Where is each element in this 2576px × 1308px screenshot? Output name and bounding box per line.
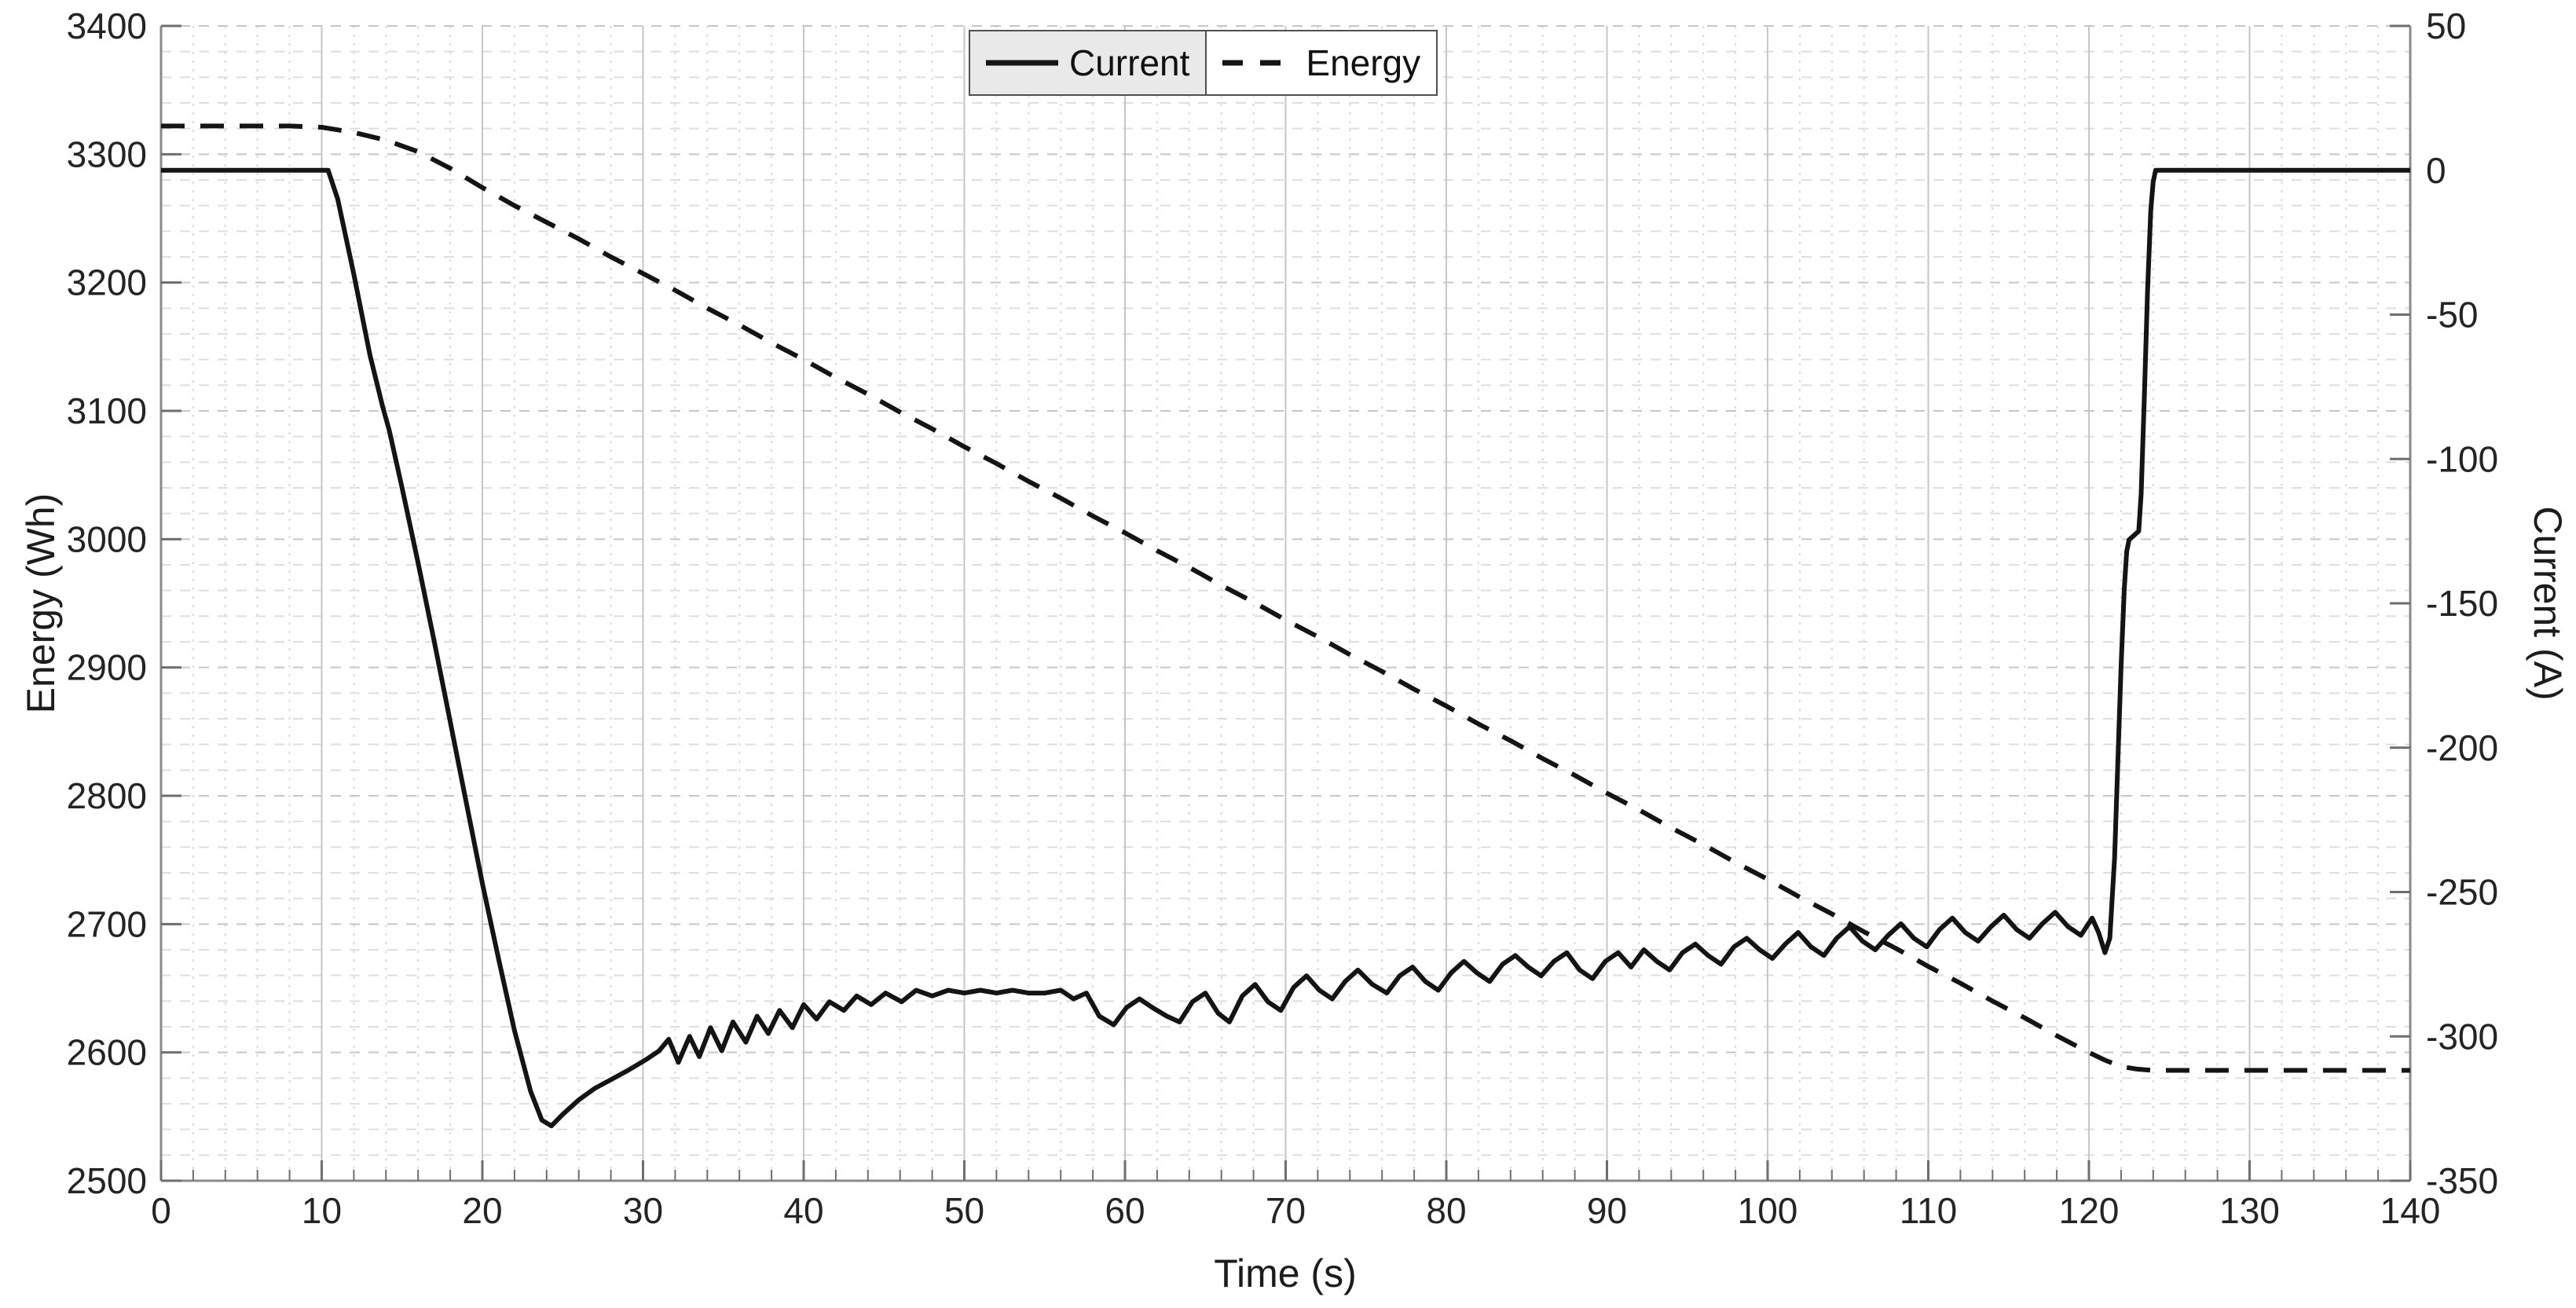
energy-series-line — [161, 123, 2410, 1073]
y-right-tick-label: -250 — [2426, 872, 2498, 913]
y-right-tick-label: -50 — [2426, 295, 2478, 335]
y-right-tick-label: -150 — [2426, 583, 2498, 624]
x-tick-label: 120 — [2059, 1190, 2120, 1231]
current-series-line — [161, 167, 2410, 1129]
x-tick-label: 0 — [151, 1190, 171, 1231]
y-axis-label-right: Current (A) — [2526, 506, 2570, 701]
y-left-tick-label: 2500 — [67, 1160, 147, 1201]
legend-label-energy: Energy — [1306, 42, 1421, 83]
y-axis-label-left: Energy (Wh) — [19, 493, 63, 714]
energy-line-sample-icon — [1222, 60, 1295, 66]
x-tick-label: 100 — [1738, 1190, 1798, 1231]
y-left-tick-label: 2800 — [67, 775, 147, 816]
y-left-tick-label: 3300 — [67, 134, 147, 174]
y-right-tick-label: -200 — [2426, 727, 2498, 768]
grid-major-lines — [161, 25, 2410, 1181]
y-left-tick-label: 2600 — [67, 1032, 147, 1073]
y-left-tick-label: 2900 — [67, 647, 147, 688]
x-tick-label: 70 — [1266, 1190, 1306, 1231]
grid-minor-lines — [161, 26, 2410, 1181]
y-left-tick-label: 3100 — [67, 390, 147, 431]
y-right-tick-label: -350 — [2426, 1160, 2498, 1201]
x-tick-label: 40 — [783, 1190, 823, 1231]
x-tick-label: 20 — [462, 1190, 502, 1231]
y-right-tick-label: 50 — [2426, 5, 2466, 46]
legend-label-current: Current — [1069, 42, 1190, 83]
x-tick-label: 80 — [1426, 1190, 1466, 1231]
legend-item-energy: Energy — [1205, 30, 1438, 96]
x-tick-label: 130 — [2219, 1190, 2280, 1231]
legend: Current Energy — [969, 30, 1438, 96]
y-left-tick-label: 3400 — [67, 5, 147, 46]
y-right-tick-label: -300 — [2426, 1016, 2498, 1057]
x-tick-label: 10 — [302, 1190, 342, 1231]
y-left-tick-label: 3000 — [67, 518, 147, 559]
x-tick-label: 60 — [1105, 1190, 1145, 1231]
legend-item-current: Current — [969, 30, 1207, 96]
current-line-sample-icon — [986, 60, 1058, 66]
y-right-tick-label: -100 — [2426, 438, 2498, 479]
tick-labels: 0 10 20 30 40 50 60 70 80 90 100 110 120 130 140 2500 26… — [67, 5, 2498, 1231]
x-tick-label: 140 — [2380, 1190, 2441, 1231]
y-left-tick-label: 2700 — [67, 903, 147, 944]
y-left-tick-label: 3200 — [67, 262, 147, 303]
x-tick-label: 30 — [623, 1190, 663, 1231]
x-axis-label: Time (s) — [1214, 1251, 1357, 1295]
x-tick-label: 90 — [1587, 1190, 1627, 1231]
y-right-tick-label: 0 — [2426, 150, 2446, 191]
x-tick-label: 50 — [944, 1190, 984, 1231]
x-tick-label: 110 — [1900, 1190, 1957, 1231]
